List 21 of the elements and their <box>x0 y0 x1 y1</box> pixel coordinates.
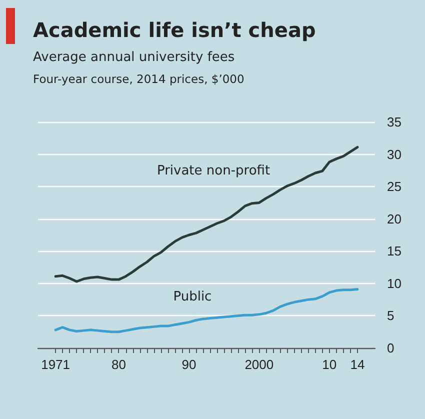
x-tick-label: 1971 <box>41 357 70 372</box>
y-tick-label: 30 <box>387 146 402 162</box>
y-tick-label: 25 <box>387 179 402 194</box>
x-tick-label: 90 <box>182 357 196 372</box>
y-tick-label: 0 <box>387 340 394 356</box>
y-tick-label: 35 <box>387 114 402 130</box>
y-tick-label: 10 <box>387 276 402 291</box>
series-label: Public <box>173 289 212 304</box>
x-tick-label: 10 <box>322 357 337 372</box>
chart-subtitle: Average annual university fees <box>33 50 235 65</box>
y-tick-label: 20 <box>387 211 402 226</box>
y-tick-label: 15 <box>387 244 402 259</box>
y-tick-label: 5 <box>387 308 394 324</box>
line-series <box>54 146 359 283</box>
chart-title: Academic life isn’t cheap <box>33 18 316 42</box>
x-tick-label: 14 <box>350 357 365 372</box>
line-series <box>54 288 359 334</box>
x-tick-label: 80 <box>112 357 126 372</box>
y-axis-title: Four-year course, 2014 prices, $’000 <box>33 72 244 86</box>
series-label: Private non-profit <box>156 164 270 179</box>
x-tick-label: 2000 <box>244 357 274 372</box>
